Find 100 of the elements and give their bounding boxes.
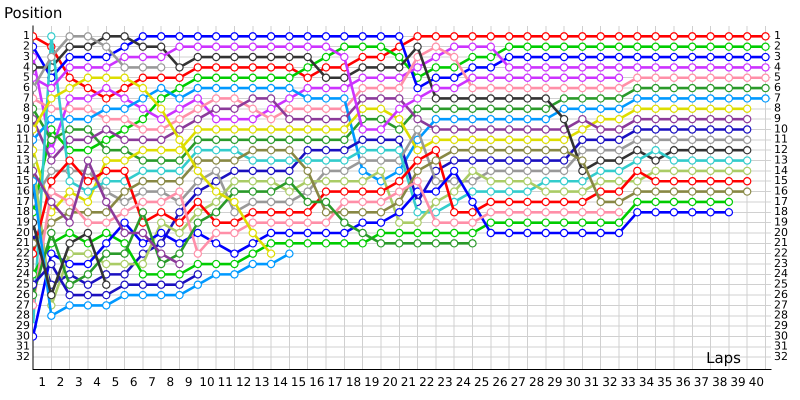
point [120,249,129,258]
x-tick-label: 21 [400,374,416,389]
point [432,114,440,124]
point [504,42,514,51]
point [340,218,349,227]
point [175,249,184,258]
point [670,125,678,134]
y-tick-label: 30 [16,329,30,342]
point [102,114,110,124]
point [450,156,458,165]
point [303,136,312,144]
point [742,63,752,72]
point [285,32,294,41]
point [175,32,184,41]
point [340,239,349,248]
point [156,136,166,144]
point [633,104,642,113]
point [376,84,386,92]
point [523,32,532,41]
point [65,218,74,227]
point [102,146,110,154]
point [670,177,678,186]
point [706,104,715,113]
point [523,228,532,238]
point [340,84,349,92]
point [358,177,367,186]
point [285,63,294,72]
point [230,94,239,103]
point [670,187,678,196]
point [742,125,752,134]
point [578,166,587,176]
point [285,166,294,176]
point [523,177,532,186]
point [322,218,330,227]
point [395,198,404,206]
point [138,280,148,289]
y2-tick-label: 21 [774,236,788,250]
point [450,42,458,51]
point [376,52,386,62]
point [633,125,642,134]
point [376,228,386,238]
point [395,136,404,144]
point [266,94,276,103]
point [120,32,129,41]
point [706,198,715,206]
point [102,218,110,227]
point [285,239,294,248]
point [413,32,422,41]
point [468,94,477,103]
point [542,63,550,72]
x-tick-label: 18 [346,374,362,389]
point [303,218,312,227]
point [395,228,404,238]
point [614,125,624,134]
point [560,42,568,51]
point [523,136,532,144]
point [322,84,330,92]
point [724,104,734,113]
y-tick-label: 18 [16,205,30,218]
y-tick-label: 31 [16,340,30,353]
point [578,42,587,51]
point [120,42,129,51]
point [504,114,514,124]
point [340,156,349,165]
point [102,208,110,216]
point [413,166,422,176]
point [194,74,202,82]
point [102,84,110,92]
y-tick-label: 4 [23,60,30,74]
point [303,166,312,176]
point [285,52,294,62]
point [322,166,330,176]
point [724,136,734,144]
point [102,94,110,103]
point [138,63,148,72]
point [706,125,715,134]
point [376,187,386,196]
point [413,218,422,227]
point [285,114,294,124]
point [523,104,532,113]
y2-tick-label: 27 [774,298,788,312]
point [194,84,202,92]
point [212,218,220,227]
point [742,177,752,186]
point [65,239,74,248]
y2-tick-label: 30 [774,329,788,342]
point [340,187,349,196]
point [102,125,110,134]
point [376,42,386,51]
point [395,84,404,92]
point [651,187,660,196]
point [450,166,458,176]
x-axis-title: Laps [706,348,742,367]
point [413,84,422,92]
point [175,260,184,268]
point [651,52,660,62]
point [102,260,110,268]
x-tick-label: 8 [166,374,174,389]
point [175,187,184,196]
point [706,156,715,165]
